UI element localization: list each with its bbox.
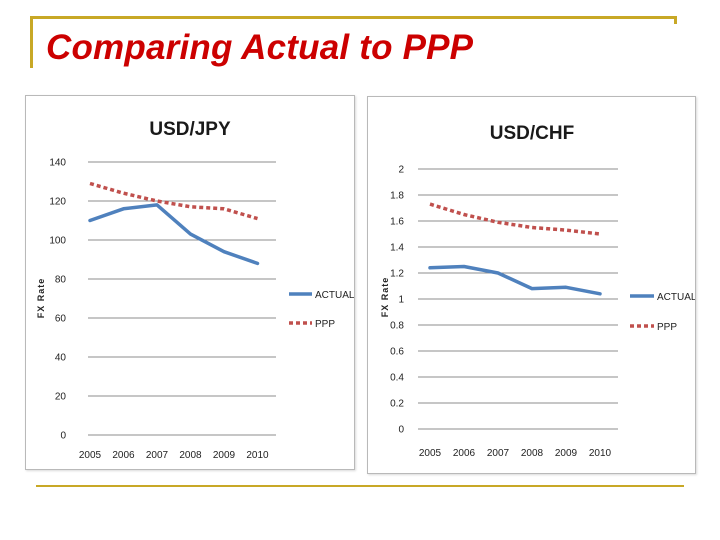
chart-title: USD/CHF [490, 123, 574, 144]
chart-usd-jpy: USD/JPY 0 20 40 60 80 100 120 140 2005 2006 2007 2… [25, 95, 355, 470]
y-tick-label: 40 [55, 353, 67, 364]
x-tick-label: 2005 [419, 448, 442, 459]
x-tick-labels: 2005 2006 2007 2008 2009 2010 [79, 450, 269, 461]
slide-title: Comparing Actual to PPP [46, 28, 474, 67]
y-tick-label: 120 [49, 197, 66, 208]
x-tick-label: 2007 [487, 448, 510, 459]
legend-label-ppp: PPP [315, 319, 335, 330]
y-tick-label: 100 [49, 236, 66, 247]
x-tick-label: 2008 [179, 450, 202, 461]
legend-label-actual: ACTUAL [657, 292, 695, 303]
y-tick-label: 1.8 [390, 191, 404, 202]
accent-line-left [30, 16, 33, 68]
y-tick-label: 0.8 [390, 321, 404, 332]
y-gridlines [88, 161, 276, 436]
y-axis-label: FX Rate [36, 278, 46, 319]
series-line-actual [428, 264, 602, 296]
x-tick-label: 2005 [79, 450, 102, 461]
x-tick-label: 2010 [246, 450, 269, 461]
y-tick-labels: 0 0.2 0.4 0.6 0.8 1 1.2 1.4 1.6 1.8 2 [390, 165, 404, 436]
y-tick-label: 140 [49, 158, 66, 169]
y-tick-label: 2 [398, 165, 404, 176]
x-tick-label: 2007 [146, 450, 169, 461]
y-tick-labels: 0 20 40 60 80 100 120 140 [49, 158, 66, 442]
legend-label-ppp: PPP [657, 322, 677, 333]
x-tick-label: 2006 [453, 448, 476, 459]
series-lines [428, 202, 602, 296]
x-tick-label: 2006 [112, 450, 135, 461]
legend-label-actual: ACTUAL [315, 290, 354, 301]
chart-usd-chf: USD/CHF 0 0.2 0.4 0.6 0.8 1 1.2 1.4 1.6 1.8 2 2005… [367, 96, 696, 474]
y-tick-label: 80 [55, 275, 67, 286]
x-tick-label: 2008 [521, 448, 544, 459]
y-tick-label: 0.2 [390, 399, 404, 410]
accent-line-top [30, 16, 677, 19]
legend: ACTUAL PPP [630, 292, 695, 333]
y-tick-label: 1.4 [390, 243, 404, 254]
series-lines [88, 181, 260, 266]
x-tick-labels: 2005 2006 2007 2008 2009 2010 [419, 448, 612, 459]
y-tick-label: 1 [398, 295, 404, 306]
y-tick-label: 60 [55, 314, 67, 325]
y-tick-label: 0 [398, 425, 404, 436]
chart-usd-chf-svg: USD/CHF 0 0.2 0.4 0.6 0.8 1 1.2 1.4 1.6 1.8 2 2005… [380, 123, 695, 459]
series-line-actual [88, 203, 260, 266]
x-tick-label: 2010 [589, 448, 612, 459]
series-line-ppp [429, 202, 601, 236]
y-tick-label: 0 [60, 431, 66, 442]
series-line-ppp [89, 181, 258, 221]
y-axis-label: FX Rate [380, 277, 390, 318]
x-tick-label: 2009 [555, 448, 578, 459]
chart-title: USD/JPY [149, 119, 231, 140]
accent-line-bottom [36, 485, 684, 487]
x-tick-label: 2009 [213, 450, 236, 461]
y-tick-label: 1.6 [390, 217, 404, 228]
legend: ACTUAL PPP [289, 290, 354, 330]
y-tick-label: 0.4 [390, 373, 404, 384]
y-tick-label: 1.2 [390, 269, 404, 280]
accent-line-right [674, 16, 677, 24]
y-gridlines [418, 168, 618, 430]
y-tick-label: 20 [55, 392, 67, 403]
y-tick-label: 0.6 [390, 347, 404, 358]
